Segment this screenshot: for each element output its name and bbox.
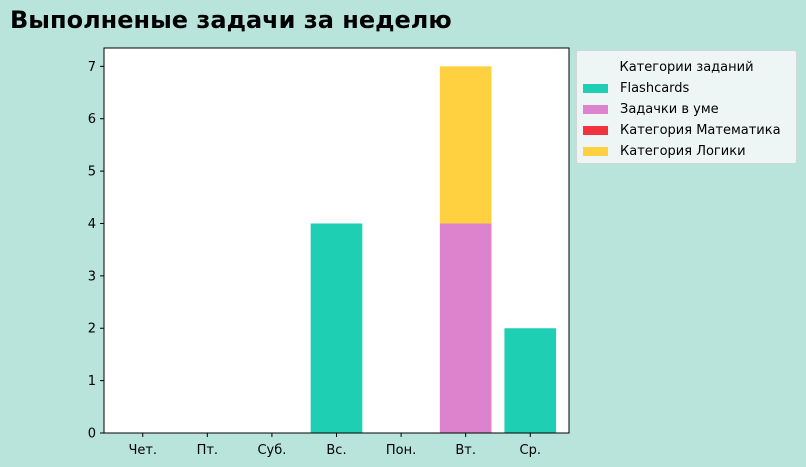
legend: Категории заданий Flashcards Задачки в у… (576, 50, 797, 164)
y-tick-label: 2 (88, 322, 96, 337)
x-tick-label: Вс. (326, 443, 346, 458)
legend-label: Категория Логики (620, 144, 746, 159)
bar-4-6 (439, 66, 492, 224)
legend-label: Flashcards (620, 81, 690, 96)
legend-title: Категории заданий (619, 60, 754, 75)
legend-label: Задачки в уме (620, 102, 719, 117)
legend-item-mental-tasks: Задачки в уме (577, 99, 796, 120)
legend-swatch (583, 84, 608, 93)
x-tick-label: Ср. (520, 443, 541, 458)
legend-item-math: Категория Математика (577, 120, 796, 141)
chart-title: Выполненые задачи за неделю (10, 6, 452, 34)
x-tick-label: Суб. (257, 443, 286, 458)
x-tick-label: Пт. (197, 443, 218, 458)
y-tick-label: 0 (88, 427, 96, 442)
x-tick-label: Вт. (455, 443, 476, 458)
legend-swatch (583, 105, 608, 114)
bar-1-7 (504, 328, 557, 433)
y-tick-label: 7 (88, 60, 96, 75)
x-tick-label: Пон. (386, 443, 416, 458)
y-tick-label: 3 (88, 269, 96, 284)
bar-2-6 (439, 223, 492, 433)
y-tick-label: 6 (88, 112, 96, 127)
bar-1-4 (310, 223, 363, 433)
plot-frame (103, 47, 570, 434)
legend-label: Категория Математика (620, 123, 781, 138)
legend-item-logic: Категория Логики (577, 141, 796, 162)
axes-layer: Чет. Пт. Суб. Вс. Пон. Вт. Ср. 0 1 2 3 4 5 6 7 (88, 47, 570, 458)
bars-layer (310, 66, 557, 433)
legend-swatch (583, 147, 608, 156)
y-tick-label: 1 (88, 374, 96, 389)
legend-item-flashcards: Flashcards (577, 78, 796, 99)
x-tick-label: Чет. (128, 443, 157, 458)
legend-swatch (583, 126, 608, 135)
y-tick-label: 5 (88, 165, 96, 180)
y-tick-label: 4 (88, 217, 96, 232)
